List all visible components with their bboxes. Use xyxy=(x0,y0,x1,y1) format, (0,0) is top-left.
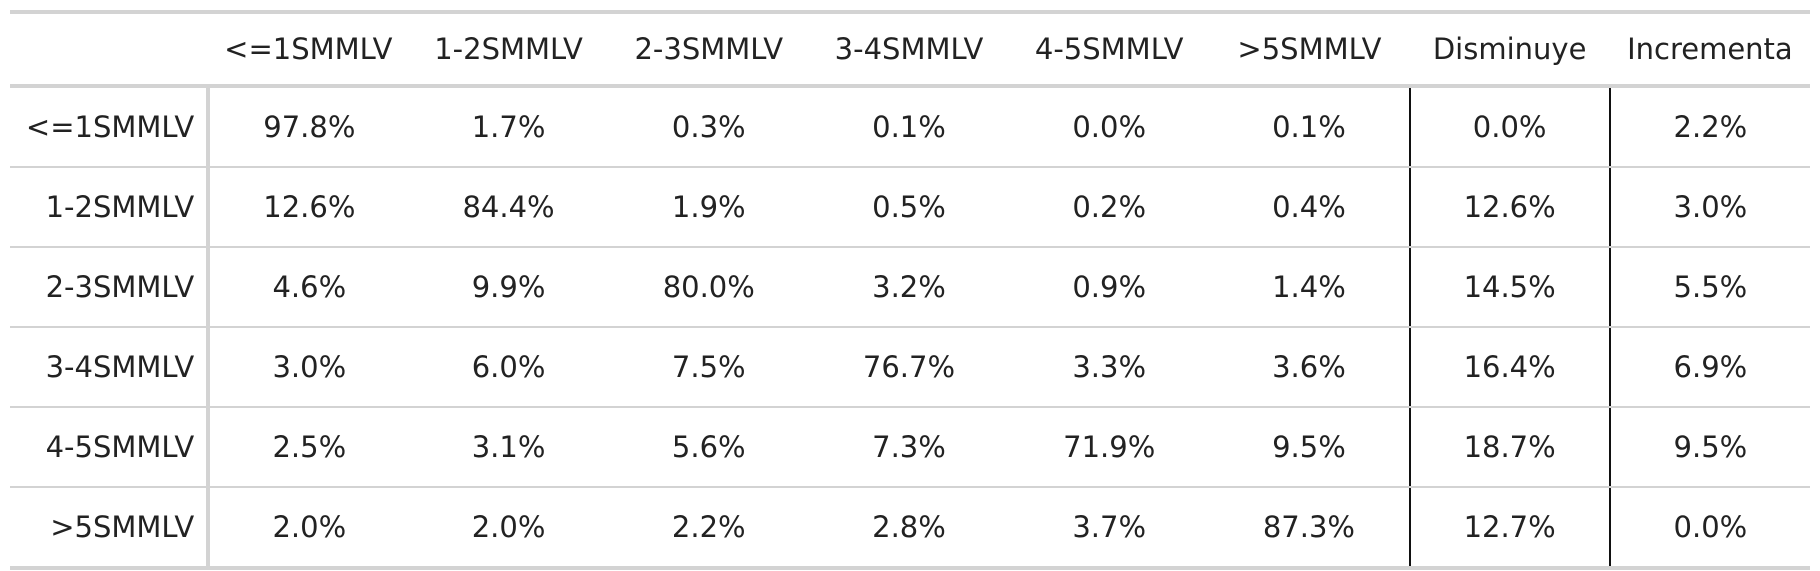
table-cell: 5.6% xyxy=(608,407,809,488)
table-cell: 4.6% xyxy=(208,247,409,328)
column-header: <=1SMMLV xyxy=(208,10,409,88)
table-cell: 2.5% xyxy=(208,407,409,488)
header-row: <=1SMMLV 1-2SMMLV 2-3SMMLV 3-4SMMLV 4-5SMMLV… xyxy=(10,10,1810,88)
table-cell: 7.5% xyxy=(608,327,809,408)
table-cell: 71.9% xyxy=(1009,407,1210,488)
table-cell: 2.2% xyxy=(608,487,809,570)
row-label: 3-4SMMLV xyxy=(10,327,211,408)
table-cell: 12.7% xyxy=(1408,487,1610,570)
table-cell: 14.5% xyxy=(1408,247,1610,328)
table-cell: 0.9% xyxy=(1009,247,1210,328)
row-label: 1-2SMMLV xyxy=(10,167,211,248)
table-cell: 0.3% xyxy=(608,86,809,168)
row-label: 4-5SMMLV xyxy=(10,407,211,488)
table-cell: 6.9% xyxy=(1608,327,1810,408)
row-label: <=1SMMLV xyxy=(10,86,211,168)
table-cell: 3.6% xyxy=(1209,327,1410,408)
header-corner-cell xyxy=(10,10,209,88)
table-cell: 12.6% xyxy=(1408,167,1610,248)
table-body: <=1SMMLV 97.8% 1.7% 0.3% 0.1% 0.0% 0.1% 0.0% 2.2… xyxy=(10,86,1810,570)
column-header: 3-4SMMLV xyxy=(808,10,1010,88)
table-cell: 0.1% xyxy=(1209,86,1410,168)
table-cell: 5.5% xyxy=(1608,247,1810,328)
table-cell: 16.4% xyxy=(1408,327,1610,408)
table-cell: 3.1% xyxy=(408,407,609,488)
column-header: 1-2SMMLV xyxy=(408,10,609,88)
table-cell: 3.3% xyxy=(1009,327,1210,408)
column-header: >5SMMLV xyxy=(1209,10,1410,88)
table-row: >5SMMLV 2.0% 2.0% 2.2% 2.8% 3.7% 87.3% 12.7% 0.0… xyxy=(10,487,1810,570)
table-cell: 1.4% xyxy=(1209,247,1410,328)
table-cell: 6.0% xyxy=(408,327,609,408)
table-row: <=1SMMLV 97.8% 1.7% 0.3% 0.1% 0.0% 0.1% 0.0% 2.2… xyxy=(10,86,1810,168)
table-cell: 97.8% xyxy=(208,86,409,168)
table-cell: 80.0% xyxy=(608,247,809,328)
table-cell: 2.8% xyxy=(808,487,1010,570)
table-cell: 2.0% xyxy=(408,487,609,570)
table-cell: 87.3% xyxy=(1209,487,1410,570)
table-cell: 2.2% xyxy=(1608,86,1810,168)
table-row: 3-4SMMLV 3.0% 6.0% 7.5% 76.7% 3.3% 3.6% 16.4% 6.… xyxy=(10,327,1810,408)
table-cell: 3.0% xyxy=(1608,167,1810,248)
table-cell: 9.5% xyxy=(1209,407,1410,488)
table-header: <=1SMMLV 1-2SMMLV 2-3SMMLV 3-4SMMLV 4-5SMMLV… xyxy=(10,10,1810,88)
transition-table-container: <=1SMMLV 1-2SMMLV 2-3SMMLV 3-4SMMLV 4-5SMMLV… xyxy=(10,10,1810,570)
table-cell: 12.6% xyxy=(208,167,409,248)
table-cell: 0.0% xyxy=(1009,86,1210,168)
table-cell: 0.0% xyxy=(1608,487,1810,570)
table-cell: 1.9% xyxy=(608,167,809,248)
column-header: Incrementa xyxy=(1609,10,1810,88)
column-header: Disminuye xyxy=(1409,10,1610,88)
column-header: 2-3SMMLV xyxy=(608,10,809,88)
table-cell: 9.9% xyxy=(408,247,609,328)
table-cell: 3.0% xyxy=(208,327,409,408)
row-label: >5SMMLV xyxy=(10,487,211,570)
table-cell: 0.4% xyxy=(1209,167,1410,248)
table-cell: 18.7% xyxy=(1408,407,1610,488)
table-row: 1-2SMMLV 12.6% 84.4% 1.9% 0.5% 0.2% 0.4% 12.6% 3… xyxy=(10,167,1810,248)
table-cell: 76.7% xyxy=(808,327,1010,408)
table-cell: 2.0% xyxy=(208,487,409,570)
table-cell: 3.2% xyxy=(808,247,1010,328)
row-label: 2-3SMMLV xyxy=(10,247,211,328)
table-cell: 0.2% xyxy=(1009,167,1210,248)
table-cell: 0.1% xyxy=(808,86,1010,168)
transition-table: <=1SMMLV 1-2SMMLV 2-3SMMLV 3-4SMMLV 4-5SMMLV… xyxy=(10,10,1810,570)
column-header: 4-5SMMLV xyxy=(1009,10,1210,88)
table-cell: 0.5% xyxy=(808,167,1010,248)
table-cell: 1.7% xyxy=(408,86,609,168)
table-cell: 9.5% xyxy=(1608,407,1810,488)
table-cell: 84.4% xyxy=(408,167,609,248)
table-cell: 0.0% xyxy=(1408,86,1610,168)
table-cell: 3.7% xyxy=(1009,487,1210,570)
table-cell: 7.3% xyxy=(808,407,1010,488)
table-row: 4-5SMMLV 2.5% 3.1% 5.6% 7.3% 71.9% 9.5% 18.7% 9.… xyxy=(10,407,1810,488)
table-row: 2-3SMMLV 4.6% 9.9% 80.0% 3.2% 0.9% 1.4% 14.5% 5.… xyxy=(10,247,1810,328)
